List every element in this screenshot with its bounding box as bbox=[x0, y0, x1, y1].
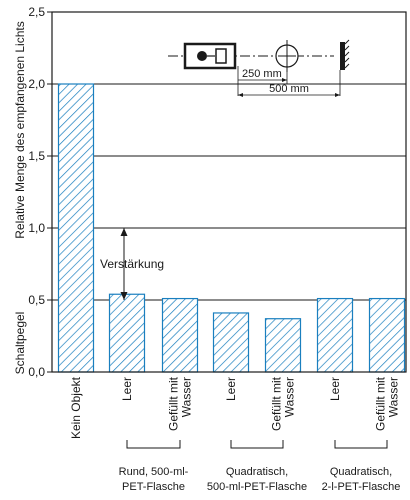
group-bracket-1 bbox=[230, 440, 284, 449]
bar-3 bbox=[212, 312, 250, 373]
bar-4 bbox=[264, 318, 302, 373]
reflector-hatch-2 bbox=[344, 45, 350, 51]
group-bracket-0 bbox=[126, 440, 181, 449]
y-tick-label-2: 1,0 bbox=[28, 221, 45, 235]
category-label-5: Leer bbox=[328, 377, 342, 401]
reflector-hatch-3 bbox=[344, 51, 350, 57]
group-label-1: Quadratisch, 500-ml-PET-Flasche bbox=[207, 466, 307, 493]
gain-arrow-head-bottom bbox=[120, 292, 128, 300]
group-labels: Rund, 500-ml-PET-Flasche Quadratisch, 500-… bbox=[119, 440, 401, 493]
bar-2 bbox=[161, 297, 199, 373]
bar-5 bbox=[316, 297, 354, 373]
y-ticks: 0,0 0,5 1,0 1,5 2,0 2,5 bbox=[28, 5, 52, 379]
dim-arrow-short bbox=[282, 78, 287, 82]
category-label-1: Leer bbox=[120, 377, 134, 401]
sensor-diagram: 250 mm 500 mm bbox=[168, 39, 350, 97]
y-tick-label-1: 0,5 bbox=[28, 293, 45, 307]
dim-label-short: 250 mm bbox=[242, 68, 282, 80]
dim-arrow-long-left bbox=[238, 93, 243, 97]
category-labels: Kein Objekt Leer Gefüllt mitWasser Leer Gefü… bbox=[69, 376, 401, 439]
dim-arrow-long-right bbox=[335, 93, 340, 97]
category-label-0: Kein Objekt bbox=[69, 376, 83, 439]
category-label-4: Gefüllt mitWasser bbox=[270, 376, 297, 431]
y-tick-label-0: 0,0 bbox=[28, 365, 45, 379]
gain-arrow-head-top bbox=[120, 228, 128, 236]
group-label-2: Quadratisch, 2-l-PET-Flasche bbox=[322, 466, 401, 493]
dim-label-long: 500 mm bbox=[269, 83, 309, 95]
bar-0 bbox=[57, 83, 95, 373]
gain-label: Verstärkung bbox=[100, 257, 164, 271]
category-label-3: Leer bbox=[224, 377, 238, 401]
reflector-hatch-1 bbox=[344, 39, 350, 45]
y-axis-label-left: Schaltpegel bbox=[13, 312, 27, 375]
y-axis-label-right: Relative Menge des empfangenen Lichts bbox=[13, 21, 27, 238]
category-label-2: Gefüllt mitWasser bbox=[167, 376, 194, 431]
plot-frame bbox=[51, 11, 407, 373]
group-label-0: Rund, 500-ml-PET-Flasche bbox=[119, 466, 189, 493]
sensor-lens bbox=[215, 48, 227, 64]
category-label-6: Gefüllt mitWasser bbox=[374, 376, 401, 431]
sensor-emitter bbox=[197, 51, 207, 61]
y-tick-label-3: 1,5 bbox=[28, 149, 45, 163]
y-tick-label-5: 2,5 bbox=[28, 5, 45, 19]
y-tick-label-4: 2,0 bbox=[28, 77, 45, 91]
reflector bbox=[340, 42, 345, 70]
reflector-hatch-4 bbox=[344, 57, 350, 63]
reflector-hatch-5 bbox=[344, 63, 350, 69]
bar-6 bbox=[368, 297, 406, 373]
gain-annotation: Verstärkung bbox=[100, 228, 164, 300]
bar-1 bbox=[108, 293, 146, 373]
group-bracket-2 bbox=[334, 440, 388, 449]
